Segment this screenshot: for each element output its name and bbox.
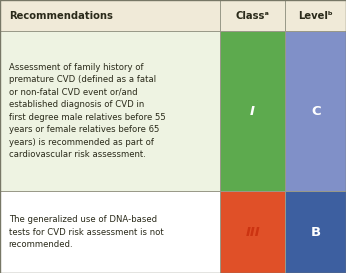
Bar <box>0 191 220 273</box>
Text: Assessment of family history of
premature CVD (defined as a fatal
or non-fatal C: Assessment of family history of prematur… <box>9 63 165 159</box>
Text: B: B <box>311 225 321 239</box>
Bar <box>285 0 346 31</box>
Bar <box>220 31 285 191</box>
Bar <box>220 191 285 273</box>
Bar <box>285 31 346 191</box>
Bar <box>220 0 285 31</box>
Text: Classᵃ: Classᵃ <box>236 11 270 21</box>
Text: The generalized use of DNA-based
tests for CVD risk assessment is not
recommende: The generalized use of DNA-based tests f… <box>9 215 163 249</box>
Text: Levelᵇ: Levelᵇ <box>298 11 333 21</box>
Text: C: C <box>311 105 320 118</box>
Bar <box>0 0 220 31</box>
Text: I: I <box>250 105 255 118</box>
Text: Recommendations: Recommendations <box>9 11 112 21</box>
Text: III: III <box>245 225 260 239</box>
Bar <box>0 31 220 191</box>
Bar <box>285 191 346 273</box>
